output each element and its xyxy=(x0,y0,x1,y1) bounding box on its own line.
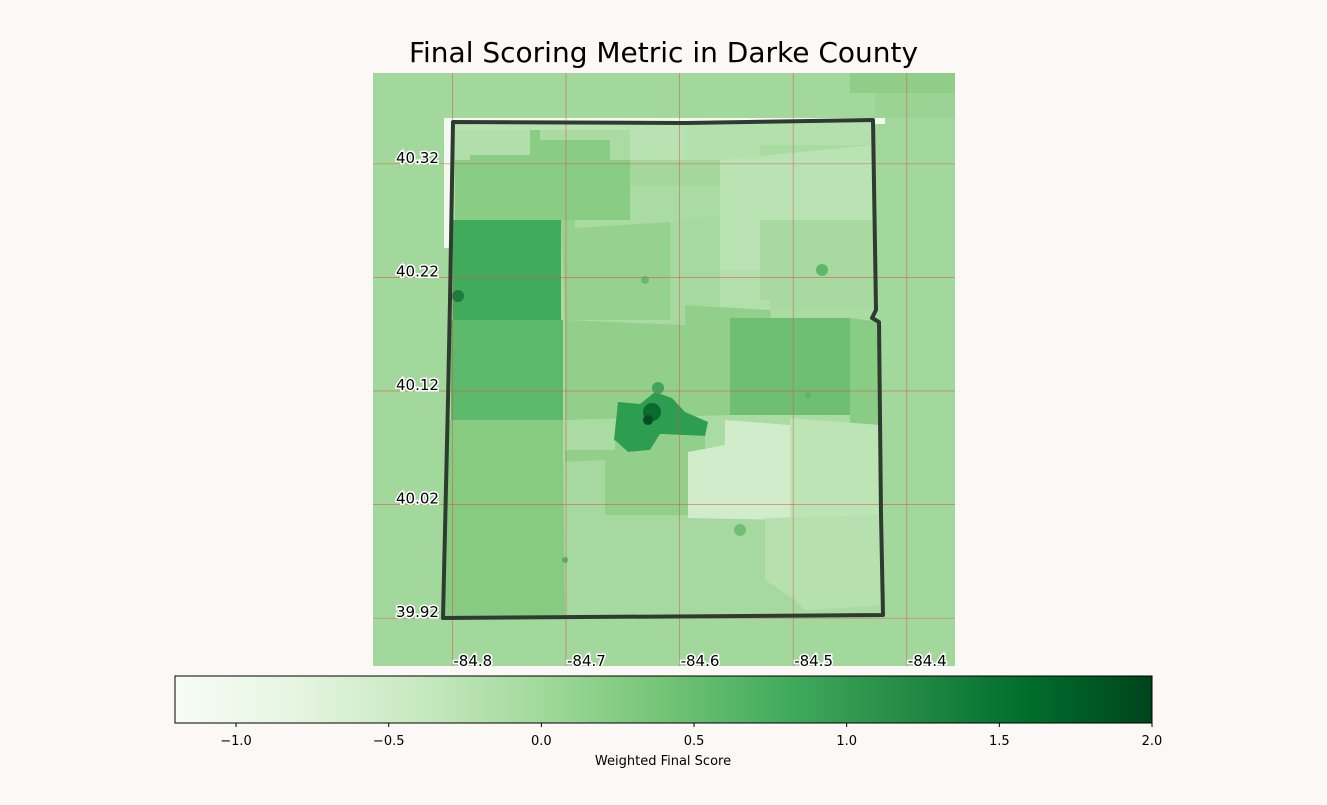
lat-tick-label: 40.12 xyxy=(396,376,439,394)
tract-cw xyxy=(561,220,670,320)
spot-s xyxy=(734,524,746,536)
lat-tick-label: 40.02 xyxy=(396,490,439,508)
map-canvas xyxy=(373,73,955,666)
tract-e xyxy=(850,318,880,425)
tract-sc2 xyxy=(565,460,805,617)
town-spot xyxy=(652,382,664,394)
spot-mid xyxy=(641,276,649,284)
spot-se xyxy=(805,392,811,398)
county-boundary xyxy=(441,118,885,620)
white-strip-left xyxy=(444,118,452,248)
lon-tick-label: -84.7 xyxy=(567,652,606,670)
tract-ne-light xyxy=(720,145,873,270)
tract-sc xyxy=(565,434,705,515)
lon-tick-label: -84.4 xyxy=(908,652,947,670)
gridlines xyxy=(373,73,955,666)
tract-se2 xyxy=(765,515,883,610)
tract-n1 xyxy=(455,124,685,160)
spot-sw xyxy=(562,557,568,563)
outer-region-ne xyxy=(850,73,955,93)
tract-w-mid xyxy=(451,320,563,420)
tract-nw-light xyxy=(455,130,530,160)
tract-c2 xyxy=(720,270,770,320)
tract-c xyxy=(670,215,720,325)
lat-tick-label: 40.32 xyxy=(396,149,439,167)
tract-ne xyxy=(760,220,873,310)
tract-town xyxy=(614,392,708,452)
lon-tick-label: -84.5 xyxy=(794,652,833,670)
lat-tick-label: 40.22 xyxy=(396,262,439,280)
spot-west xyxy=(452,290,464,302)
tract-ce xyxy=(730,318,850,415)
lat-tick-label: 39.92 xyxy=(396,603,439,621)
tract-se-light xyxy=(688,420,792,520)
spot-ne xyxy=(816,264,828,276)
outer-region-ne-2 xyxy=(875,93,955,118)
latitude-labels: 40.32 40.22 40.12 40.02 39.92 xyxy=(395,147,441,622)
lon-tick-label: -84.8 xyxy=(453,652,492,670)
longitude-labels: -84.8 -84.7 -84.6 -84.5 -84.4 xyxy=(452,651,948,672)
tract-n2 xyxy=(685,122,873,160)
tract-w-low xyxy=(445,420,565,617)
town-core-2 xyxy=(643,415,653,425)
tract-w-dark xyxy=(453,220,561,320)
tract-se xyxy=(790,418,882,520)
map-title: Final Scoring Metric in Darke County xyxy=(408,36,919,69)
lon-tick-label: -84.6 xyxy=(681,652,720,670)
